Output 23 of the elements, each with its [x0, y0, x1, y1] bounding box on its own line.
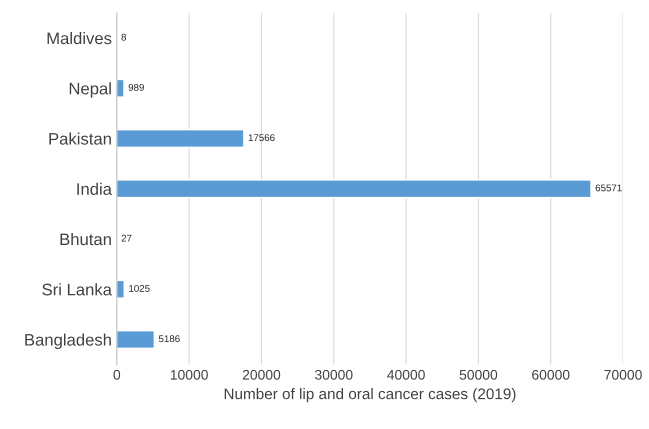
data-label: 989 [128, 84, 144, 91]
data-label: 1025 [129, 284, 150, 292]
y-tick-label: Maldives [48, 32, 112, 44]
x-tick-label: 70000 [604, 370, 642, 380]
data-label: 8 [121, 34, 126, 41]
y-tick-label: Sri Lanka [42, 283, 112, 296]
x-tick-label: 10000 [170, 370, 208, 380]
x-tick-label: 50000 [460, 370, 498, 380]
x-tick-label: 60000 [532, 370, 570, 380]
y-tick-label: Nepal [70, 82, 111, 98]
y-tick-label: Bangladesh [25, 333, 111, 350]
x-tick-label: 20000 [242, 370, 280, 380]
x-tick-label: 30000 [314, 370, 353, 380]
x-tick-label: 40000 [387, 370, 425, 380]
data-label: 17566 [248, 134, 275, 142]
x-axis-title: Number of lip and oral cancer cases (2019) [224, 388, 516, 402]
data-label: 27 [122, 234, 132, 242]
data-label: 5186 [158, 335, 180, 342]
y-tick-label: Pakistan [49, 132, 111, 145]
x-tick-label: 0 [114, 370, 120, 380]
data-label: 65571 [596, 184, 622, 192]
y-tick-label: Bhutan [60, 232, 111, 246]
y-tick-label: India [77, 182, 112, 195]
